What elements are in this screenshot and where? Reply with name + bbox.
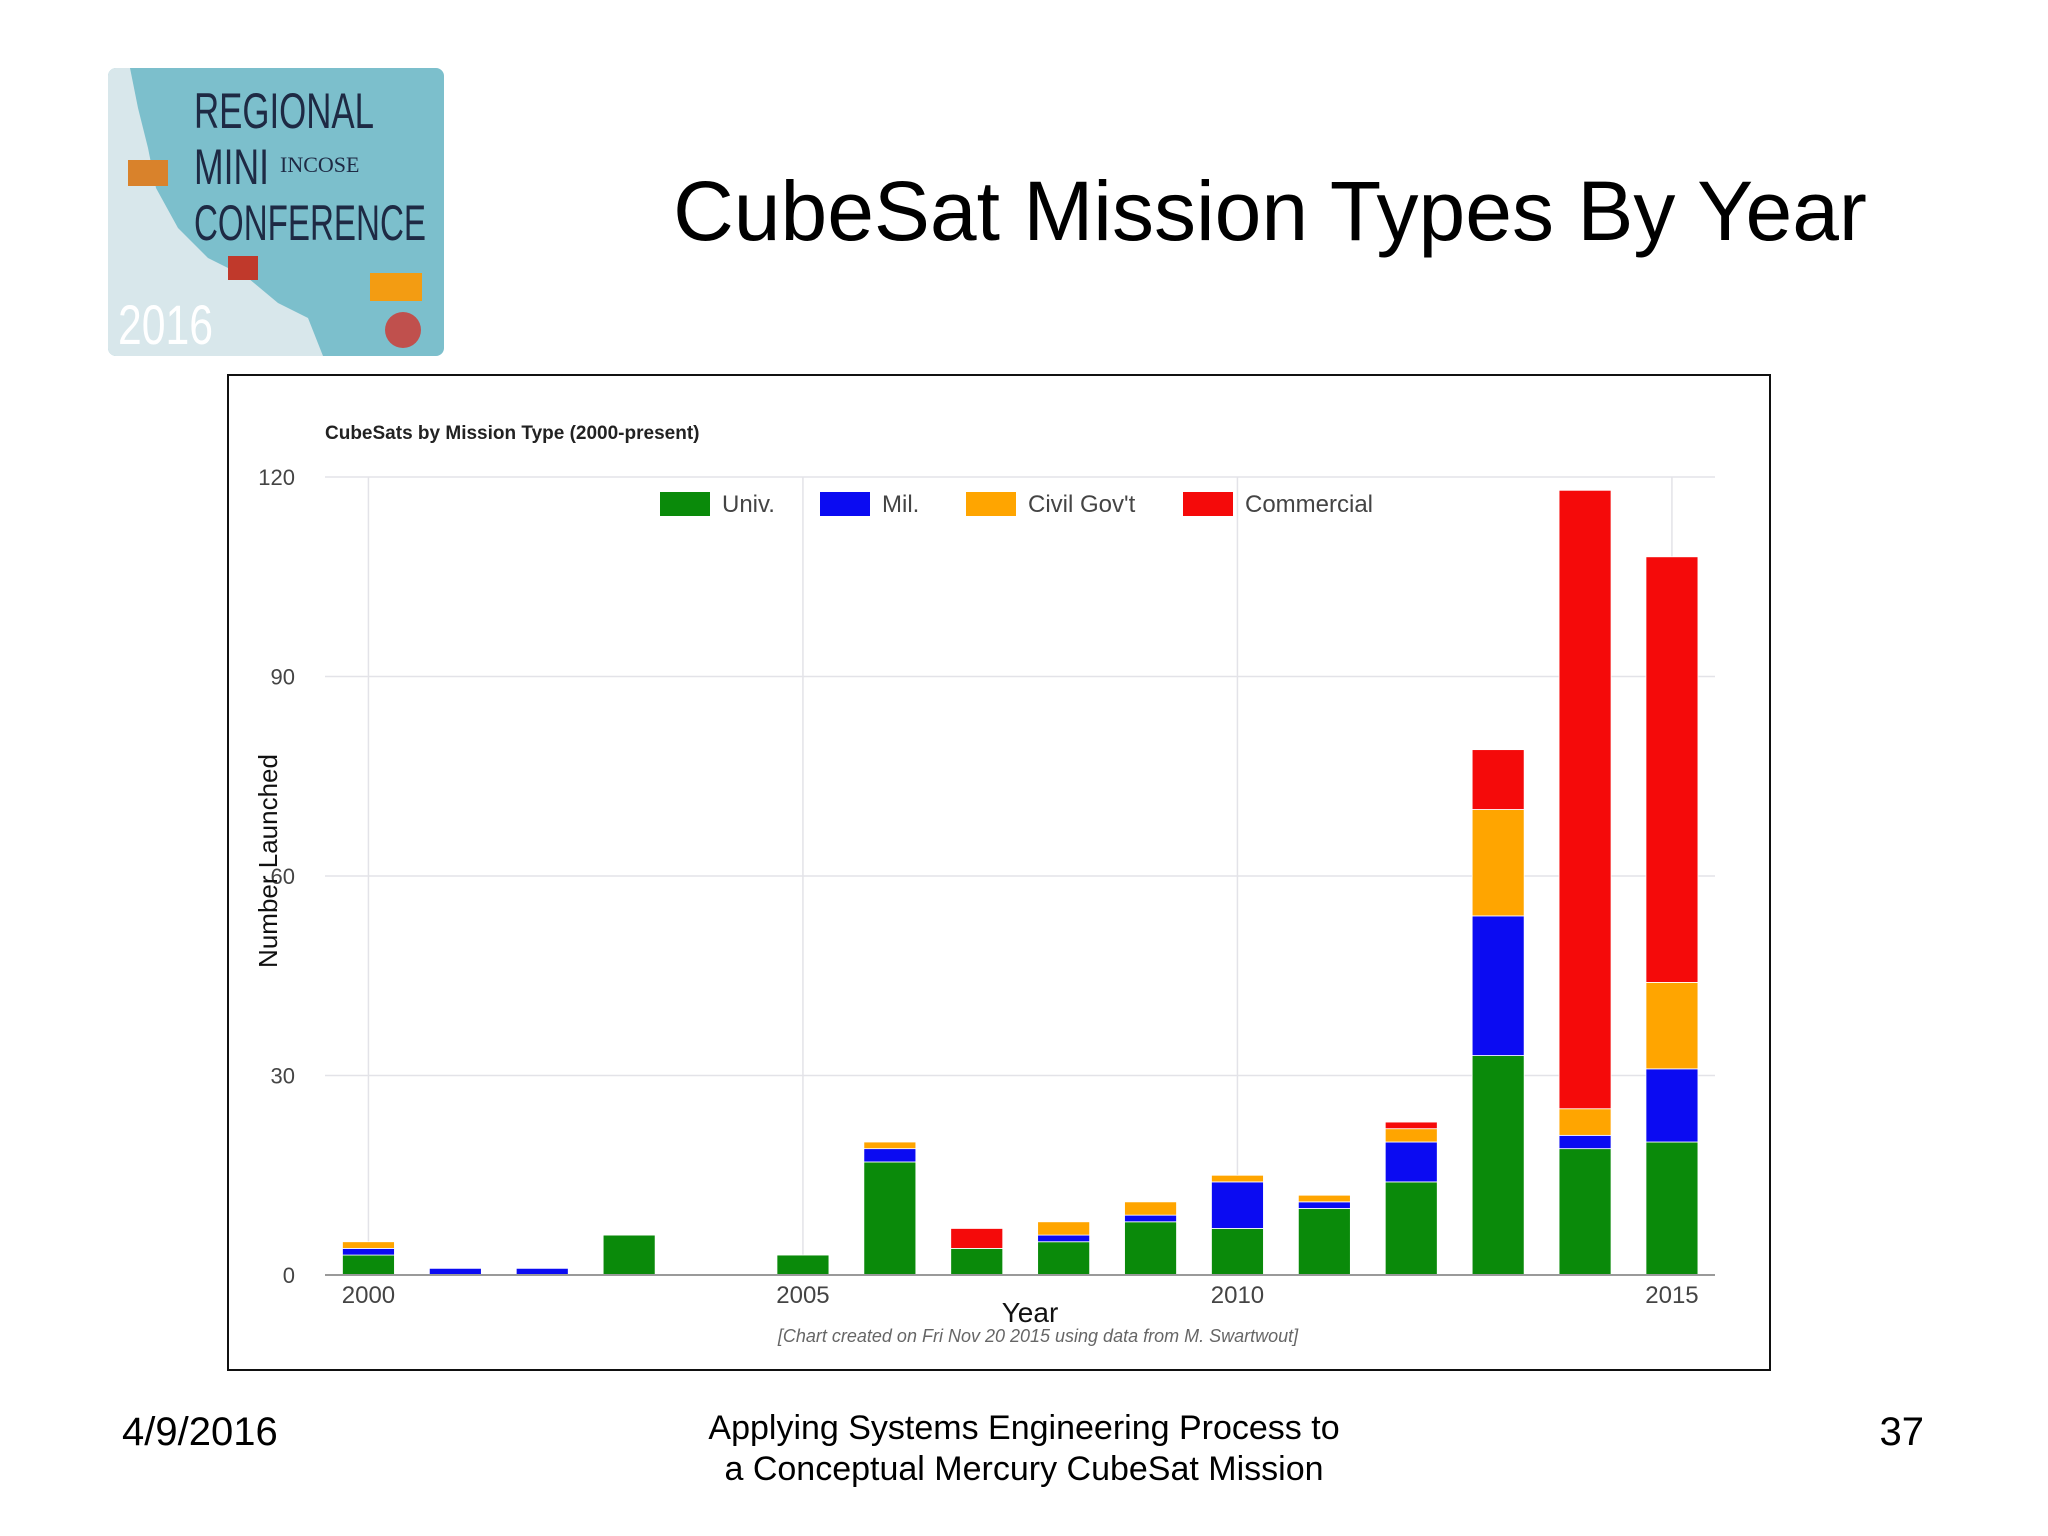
bar-2006-univ [863,1161,917,1276]
y-axis-label: Number Launched [253,754,283,968]
bar-2000-mil [342,1248,395,1256]
legend-label-univ: Univ. [722,491,775,518]
logo-line1: REGIONAL [194,83,374,139]
legend-label-mil: Mil. [882,491,919,518]
bar-2009-civil-gov-t [1124,1201,1177,1216]
bar-2015-civil-gov-t [1645,982,1699,1070]
bar-2015-mil [1645,1068,1699,1143]
bar-2015-commercial [1645,556,1699,983]
bar-2003-univ [602,1234,656,1276]
logo-bridge-icon [128,160,168,186]
logo-year: 2016 [118,293,213,356]
logo-graphic: REGIONAL MINI INCOSE CONFERENCE 2016 [108,68,444,356]
logo-org: INCOSE [280,152,359,177]
footer-title-line1: Applying Systems Engineering Process to [708,1409,1340,1447]
bar-2013-civil-gov-t [1471,809,1525,917]
bar-2011-civil-gov-t [1297,1194,1351,1203]
logo-flag-icon [228,256,258,280]
bar-2009-mil [1124,1214,1177,1223]
bar-2007-commercial [950,1228,1004,1249]
logo-sunset-icon [370,273,422,301]
bar-2012-univ [1384,1181,1438,1276]
slide-title: CubeSat Mission Types By Year [673,164,1867,258]
chart-title: CubeSats by Mission Type (2000-present) [325,423,699,444]
y-tick-label-120: 120 [258,465,295,490]
legend-swatch-univ [660,492,710,516]
footer-date: 4/9/2016 [122,1410,278,1454]
bar-2010-civil-gov-t [1211,1174,1264,1183]
logo-line3: CONFERENCE [194,195,426,251]
bar-2011-mil [1297,1201,1351,1209]
bar-2015-univ [1645,1141,1699,1276]
x-axis-label: Year [1002,1297,1059,1328]
y-tick-label-90: 90 [271,665,295,690]
bar-2006-civil-gov-t [863,1141,917,1150]
bar-2000-univ [342,1254,395,1276]
legend: Univ. Mil. Civil Gov't Commercial [660,491,1373,518]
bar-2013-univ [1471,1055,1525,1276]
bar-2014-civil-gov-t [1558,1108,1612,1136]
bar-2011-univ [1297,1208,1351,1276]
y-tick-label-60: 60 [271,864,295,889]
conference-logo: REGIONAL MINI INCOSE CONFERENCE 2016 [108,68,444,356]
x-tick-label-2010: 2010 [1211,1282,1264,1309]
bar-2010-univ [1211,1228,1264,1276]
bar-2013-mil [1471,915,1525,1056]
bar-2010-mil [1211,1181,1264,1229]
y-tick-label-0: 0 [283,1263,295,1288]
axes: 0 30 60 90 120 2000 2005 2010 2015 [258,465,1715,1309]
logo-coastline [108,68,323,356]
footer-title-line2: a Conceptual Mercury CubeSat Mission [724,1450,1324,1489]
y-tick-label-30: 30 [271,1064,295,1089]
footer-presentation-title: Applying Systems Engineering Process to … [624,1408,1424,1491]
legend-swatch-commercial [1183,492,1233,516]
page-number: 37 [1879,1410,1925,1454]
bar-2006-mil [863,1148,917,1163]
x-tick-label-2000: 2000 [342,1282,395,1309]
x-tick-label-2005: 2005 [776,1282,829,1309]
bar-2014-commercial [1558,489,1612,1110]
legend-swatch-mil [820,492,870,516]
chart-caption: [Chart created on Fri Nov 20 2015 using … [777,1326,1299,1346]
bar-2008-mil [1037,1234,1091,1243]
bars [342,489,1699,1276]
legend-label-commercial: Commercial [1245,491,1373,518]
logo-line2: MINI [194,139,269,195]
bar-2008-univ [1037,1241,1091,1276]
bar-2012-civil-gov-t [1384,1128,1438,1143]
legend-swatch-civil-gov-t [966,492,1016,516]
bar-2012-commercial [1384,1121,1438,1130]
bar-2000-civil-gov-t [342,1241,395,1249]
bar-2014-mil [1558,1134,1612,1150]
bar-2012-mil [1384,1141,1438,1183]
stacked-bar-chart: CubeSats by Mission Type (2000-present) … [253,423,1715,1346]
bar-2013-commercial [1471,749,1525,810]
bar-2007-univ [950,1248,1004,1276]
bar-2014-univ [1558,1148,1612,1276]
bar-2005-univ [776,1254,830,1276]
legend-label-civil-gov-t: Civil Gov't [1028,491,1136,518]
bar-2008-civil-gov-t [1037,1221,1091,1236]
bar-2009-univ [1124,1221,1177,1276]
x-tick-label-2015: 2015 [1645,1282,1698,1309]
logo-seal-icon [385,312,421,348]
chart-frame: CubeSats by Mission Type (2000-present) … [227,374,1771,1371]
